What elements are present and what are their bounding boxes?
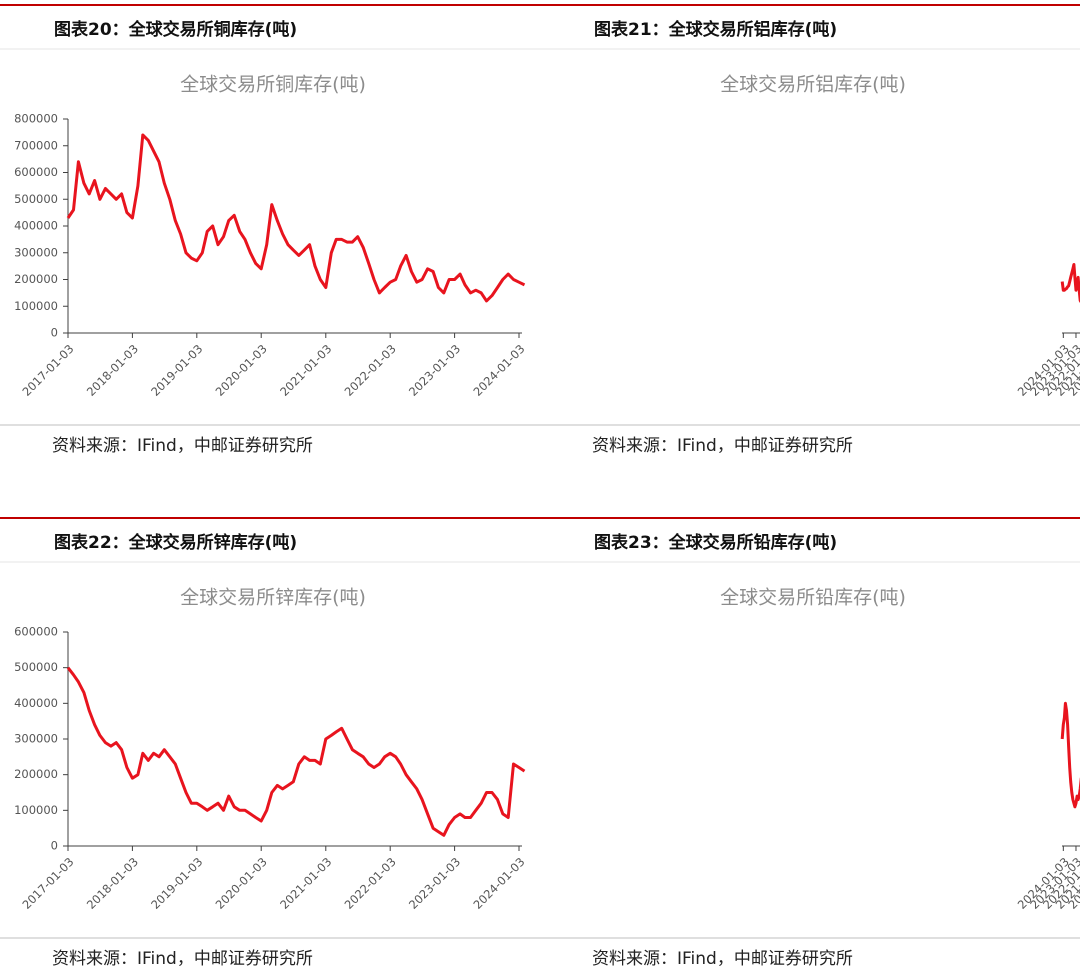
source-note: 资料来源：IFind，中邮证券研究所 — [52, 436, 313, 456]
x-tick-label: 2023-01-03 — [406, 342, 463, 399]
x-tick-label: 2024-01-03 — [470, 855, 527, 912]
source-note: 资料来源：IFind，中邮证券研究所 — [592, 949, 853, 969]
y-tick-label: 100000 — [14, 299, 58, 313]
data-line — [1060, 263, 1080, 303]
x-tick-label: 2020-01-03 — [213, 342, 270, 399]
figure-label: 图表23：全球交易所铅库存(吨) — [594, 532, 837, 553]
x-tick-label: 2019-01-03 — [148, 855, 205, 912]
figure-label: 图表22：全球交易所锌库存(吨) — [54, 532, 297, 553]
y-tick-label: 200000 — [14, 767, 58, 781]
chart-panel: 图表22：全球交易所锌库存(吨) 全球交易所锌库存(吨) 资料来源：IFind，中邮… — [0, 517, 540, 969]
y-tick-label: 200000 — [14, 272, 58, 286]
y-tick-label: 300000 — [14, 732, 58, 746]
y-tick-label: 700000 — [14, 138, 58, 152]
x-tick-label: 2022-01-03 — [342, 342, 399, 399]
x-tick-label: 2017-01-03 — [19, 855, 76, 912]
data-line — [66, 133, 526, 303]
y-tick-label: 600000 — [14, 165, 58, 179]
chart-title: 全球交易所铜库存(吨) — [180, 74, 366, 96]
x-tick-label: 2019-01-03 — [148, 342, 205, 399]
y-tick-label: 0 — [51, 839, 58, 853]
x-tick-label: 2021-01-03 — [277, 855, 334, 912]
y-tick-label: 400000 — [14, 696, 58, 710]
y-tick-label: 600000 — [14, 625, 58, 639]
chart-panel: 图表20：全球交易所铜库存(吨) 全球交易所铜库存(吨) 资料来源：IFind，中邮… — [0, 4, 540, 456]
data-line — [1060, 701, 1080, 809]
x-tick-label: 2018-01-03 — [84, 342, 141, 399]
figure-label: 图表20：全球交易所铜库存(吨) — [54, 19, 297, 40]
y-tick-label: 300000 — [14, 245, 58, 259]
y-tick-label: 500000 — [14, 660, 58, 674]
chart-title: 全球交易所铝库存(吨) — [720, 74, 906, 96]
y-tick-label: 100000 — [14, 803, 58, 817]
chart-panel: 图表23：全球交易所铅库存(吨) 全球交易所铅库存(吨) 资料来源：IFind，中邮… — [540, 517, 1080, 969]
x-tick-label: 2024-01-03 — [470, 342, 527, 399]
chart-panel: 图表21：全球交易所铝库存(吨) 全球交易所铝库存(吨) 资料来源：IFind，中邮… — [540, 4, 1080, 456]
x-tick-label: 2021-01-03 — [277, 342, 334, 399]
x-tick-label: 2020-01-03 — [213, 855, 270, 912]
y-tick-label: 800000 — [14, 112, 58, 126]
source-note: 资料来源：IFind，中邮证券研究所 — [52, 949, 313, 969]
chart-title: 全球交易所锌库存(吨) — [180, 587, 366, 609]
y-tick-label: 0 — [51, 326, 58, 340]
x-tick-label: 2022-01-03 — [342, 855, 399, 912]
x-tick-label: 2017-01-03 — [19, 342, 76, 399]
data-line — [66, 666, 526, 837]
source-note: 资料来源：IFind，中邮证券研究所 — [592, 436, 853, 456]
y-tick-label: 400000 — [14, 219, 58, 233]
x-tick-label: 2018-01-03 — [84, 855, 141, 912]
chart-title: 全球交易所铅库存(吨) — [720, 587, 906, 609]
x-tick-label: 2023-01-03 — [406, 855, 463, 912]
y-tick-label: 500000 — [14, 192, 58, 206]
figure-label: 图表21：全球交易所铝库存(吨) — [594, 19, 837, 40]
